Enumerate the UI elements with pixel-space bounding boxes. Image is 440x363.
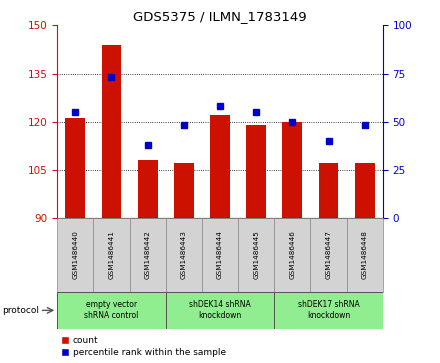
- Bar: [238, 218, 274, 292]
- Bar: [282, 122, 302, 218]
- Text: GSM1486442: GSM1486442: [145, 231, 150, 280]
- Text: GSM1486444: GSM1486444: [217, 231, 223, 280]
- Bar: [102, 45, 121, 218]
- Text: GSM1486441: GSM1486441: [109, 231, 114, 280]
- Bar: [138, 160, 158, 218]
- Text: GSM1486440: GSM1486440: [72, 231, 78, 280]
- Bar: [166, 218, 202, 292]
- Bar: [274, 292, 383, 329]
- Text: GSM1486447: GSM1486447: [326, 231, 331, 280]
- Bar: [311, 218, 347, 292]
- Text: protocol: protocol: [2, 306, 39, 315]
- Text: GSM1486445: GSM1486445: [253, 231, 259, 280]
- Text: GSM1486448: GSM1486448: [362, 231, 368, 280]
- Bar: [93, 218, 129, 292]
- Text: GSM1486443: GSM1486443: [181, 231, 187, 280]
- Bar: [57, 218, 93, 292]
- Title: GDS5375 / ILMN_1783149: GDS5375 / ILMN_1783149: [133, 10, 307, 23]
- Bar: [57, 292, 166, 329]
- Bar: [210, 115, 230, 218]
- Bar: [347, 218, 383, 292]
- Bar: [66, 118, 85, 218]
- Bar: [319, 163, 338, 218]
- Legend: count, percentile rank within the sample: count, percentile rank within the sample: [62, 336, 226, 357]
- Text: shDEK17 shRNA
knockdown: shDEK17 shRNA knockdown: [297, 300, 359, 321]
- Bar: [246, 125, 266, 218]
- Bar: [166, 292, 274, 329]
- Bar: [174, 163, 194, 218]
- Bar: [202, 218, 238, 292]
- Bar: [355, 163, 375, 218]
- Text: empty vector
shRNA control: empty vector shRNA control: [84, 300, 139, 321]
- Text: GSM1486446: GSM1486446: [290, 231, 295, 280]
- Bar: [129, 218, 166, 292]
- Text: shDEK14 shRNA
knockdown: shDEK14 shRNA knockdown: [189, 300, 251, 321]
- Bar: [274, 218, 311, 292]
